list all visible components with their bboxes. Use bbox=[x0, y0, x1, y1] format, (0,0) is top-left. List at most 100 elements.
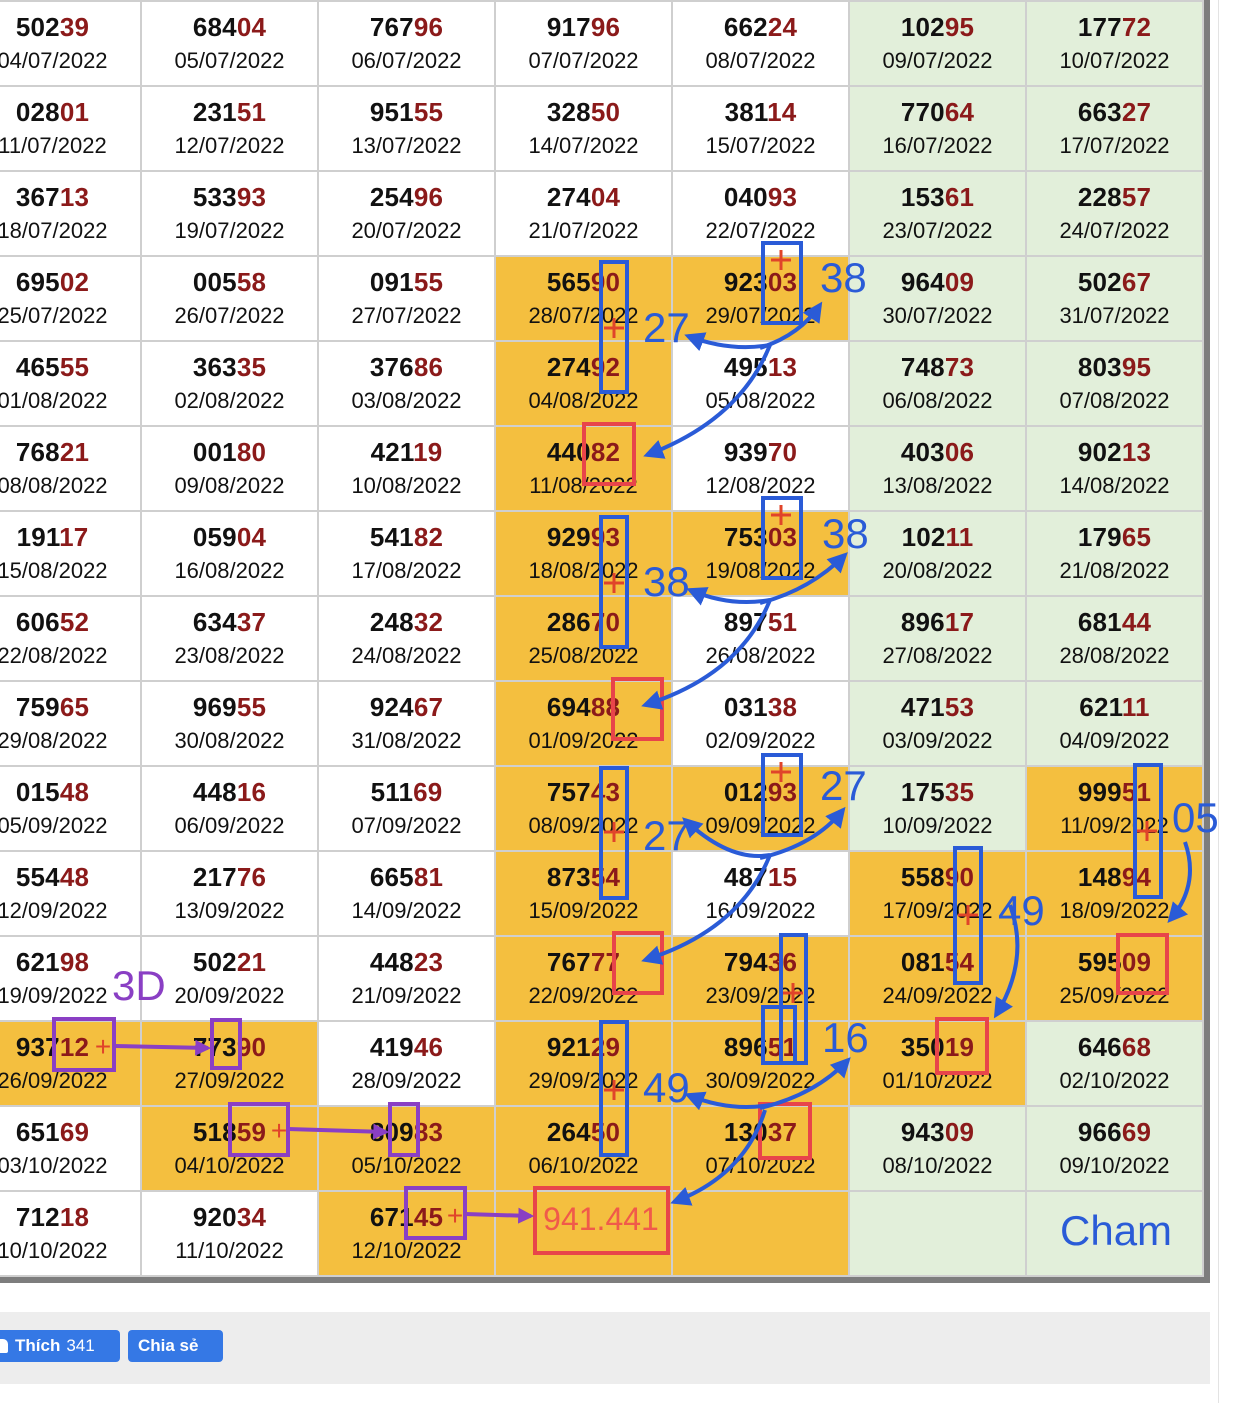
result-cell bbox=[496, 1192, 671, 1275]
number-head: 102 bbox=[900, 11, 945, 42]
number-head: 541 bbox=[369, 521, 414, 552]
result-date: 07/10/2022 bbox=[705, 1152, 816, 1178]
number-tail: 24 bbox=[767, 11, 798, 42]
number-head: 767 bbox=[546, 946, 591, 977]
number-head: 264 bbox=[546, 1116, 591, 1147]
result-date: 11/10/2022 bbox=[175, 1237, 284, 1263]
share-button[interactable]: Chia sẻ bbox=[128, 1330, 223, 1362]
result-number: 62111 bbox=[1079, 692, 1149, 722]
number-head: 554 bbox=[15, 861, 60, 892]
result-date: 06/07/2022 bbox=[351, 47, 462, 73]
result-date: 12/09/2022 bbox=[0, 897, 108, 923]
result-date: 31/07/2022 bbox=[1059, 302, 1170, 328]
number-head: 381 bbox=[724, 96, 768, 127]
number-head: 254 bbox=[369, 181, 414, 212]
result-cell: 53393 19/07/2022 bbox=[142, 172, 317, 255]
number-head: 969 bbox=[192, 691, 237, 722]
number-tail: 50 bbox=[590, 1116, 621, 1147]
number-tail: 27 bbox=[1121, 96, 1152, 127]
number-head: 753 bbox=[723, 521, 768, 552]
number-head: 773 bbox=[192, 1031, 237, 1062]
result-date: 02/10/2022 bbox=[1059, 1067, 1170, 1093]
result-date: 22/09/2022 bbox=[528, 982, 639, 1008]
result-date: 01/09/2022 bbox=[528, 727, 639, 753]
result-cell: 93970 12/08/2022 bbox=[673, 427, 848, 510]
number-tail: 53 bbox=[944, 691, 975, 722]
number-head: 902 bbox=[1077, 436, 1122, 467]
result-cell: 62111 04/09/2022 bbox=[1027, 682, 1202, 765]
number-tail: 19 bbox=[944, 1031, 975, 1062]
number-tail: 58 bbox=[236, 266, 267, 297]
result-number: 36713 bbox=[16, 182, 89, 212]
result-cell: 96669 09/10/2022 bbox=[1027, 1107, 1202, 1190]
result-date: 29/07/2022 bbox=[705, 302, 816, 328]
number-tail: 65 bbox=[1121, 521, 1152, 552]
number-head: 376 bbox=[369, 351, 414, 382]
number-head: 671 bbox=[369, 1201, 414, 1232]
result-date: 30/08/2022 bbox=[174, 727, 285, 753]
result-number: 99951 bbox=[1078, 777, 1151, 807]
result-number: 09155 bbox=[370, 267, 443, 297]
number-head: 471 bbox=[900, 691, 945, 722]
result-number: 44823 bbox=[370, 947, 443, 977]
result-date: 09/07/2022 bbox=[882, 47, 993, 73]
result-date: 04/07/2022 bbox=[0, 47, 108, 73]
result-date: 13/07/2022 bbox=[351, 132, 462, 158]
number-tail: 72 bbox=[1121, 11, 1152, 42]
result-date: 28/09/2022 bbox=[351, 1067, 462, 1093]
number-tail: 51 bbox=[236, 96, 267, 127]
result-date: 15/09/2022 bbox=[528, 897, 639, 923]
result-number: 05904 bbox=[193, 522, 266, 552]
result-cell: 10211 20/08/2022 bbox=[850, 512, 1025, 595]
number-tail: 04 bbox=[236, 521, 267, 552]
number-tail: 12 bbox=[59, 1031, 90, 1062]
result-number: 55890 bbox=[901, 862, 974, 892]
result-date: 21/09/2022 bbox=[351, 982, 462, 1008]
result-cell: 24832 24/08/2022 bbox=[319, 597, 494, 680]
like-label: Thích bbox=[15, 1336, 61, 1355]
result-cell: 93712 26/09/2022 bbox=[0, 1022, 140, 1105]
result-cell bbox=[1027, 1192, 1202, 1275]
number-tail: 23 bbox=[413, 946, 444, 977]
result-date: 27/08/2022 bbox=[882, 642, 993, 668]
result-date: 05/09/2022 bbox=[0, 812, 108, 838]
number-head: 286 bbox=[546, 606, 591, 637]
result-date: 30/07/2022 bbox=[882, 302, 993, 328]
result-number: 41946 bbox=[370, 1032, 443, 1062]
result-date: 06/10/2022 bbox=[528, 1152, 639, 1178]
result-date: 16/07/2022 bbox=[882, 132, 993, 158]
result-date: 03/10/2022 bbox=[0, 1152, 108, 1178]
result-cell: 09155 27/07/2022 bbox=[319, 257, 494, 340]
result-date: 15/07/2022 bbox=[705, 132, 816, 158]
result-date: 16/09/2022 bbox=[705, 897, 816, 923]
number-tail: 17 bbox=[944, 606, 975, 637]
like-button[interactable]: Thích 341 bbox=[0, 1330, 120, 1362]
result-cell: 92467 31/08/2022 bbox=[319, 682, 494, 765]
result-number: 50221 bbox=[193, 947, 266, 977]
result-number: 44816 bbox=[193, 777, 266, 807]
result-cell: 04093 22/07/2022 bbox=[673, 172, 848, 255]
result-number: 44082 bbox=[547, 437, 620, 467]
result-cell: 41946 28/09/2022 bbox=[319, 1022, 494, 1105]
result-number: 53393 bbox=[193, 182, 266, 212]
number-tail: 55 bbox=[413, 96, 444, 127]
number-head: 694 bbox=[546, 691, 591, 722]
result-number: 10211 bbox=[902, 522, 974, 552]
result-date: 19/09/2022 bbox=[0, 982, 108, 1008]
result-cell: 75303 19/08/2022 bbox=[673, 512, 848, 595]
number-head: 367 bbox=[15, 181, 60, 212]
number-head: 148 bbox=[1077, 861, 1122, 892]
result-cell: 96955 30/08/2022 bbox=[142, 682, 317, 765]
number-head: 794 bbox=[723, 946, 768, 977]
number-head: 502 bbox=[192, 946, 237, 977]
result-number: 68404 bbox=[193, 12, 266, 42]
number-head: 502 bbox=[1077, 266, 1122, 297]
result-number: 01293 bbox=[724, 777, 797, 807]
result-number: 80983 bbox=[370, 1117, 443, 1147]
share-label: Chia sẻ bbox=[138, 1336, 199, 1355]
result-cell: 36713 18/07/2022 bbox=[0, 172, 140, 255]
number-head: 921 bbox=[546, 1031, 591, 1062]
result-number: 64668 bbox=[1078, 1032, 1151, 1062]
result-number: 04093 bbox=[724, 182, 797, 212]
result-cell: 02801 11/07/2022 bbox=[0, 87, 140, 170]
